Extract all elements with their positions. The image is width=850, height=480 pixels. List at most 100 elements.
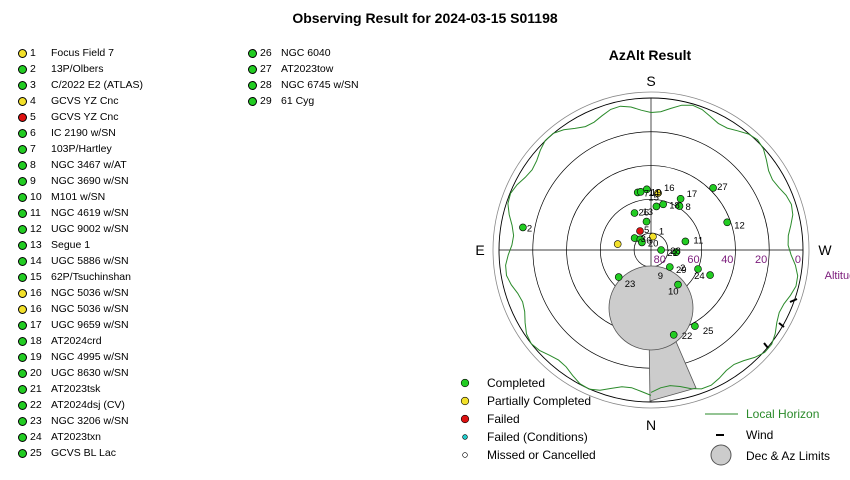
target-point-8 bbox=[675, 202, 684, 210]
status-dot-icon bbox=[248, 97, 257, 106]
altitude-tick-label: 0 bbox=[795, 254, 801, 266]
target-point-10 bbox=[674, 280, 682, 289]
point-label: 9 bbox=[658, 271, 663, 282]
target-number: 11 bbox=[30, 207, 41, 219]
target-name: UGC 9002 w/SN bbox=[51, 223, 129, 235]
target-number: 3 bbox=[30, 79, 36, 91]
target-name: NGC 4995 w/SN bbox=[51, 351, 129, 363]
point-label: 10 bbox=[668, 287, 679, 298]
status-dot-icon bbox=[18, 65, 27, 74]
local-horizon-line bbox=[505, 104, 799, 396]
target-name: NGC 3206 w/SN bbox=[51, 415, 129, 427]
target-number: 22 bbox=[30, 399, 42, 411]
target-point-9 bbox=[665, 263, 674, 271]
target-name: C/2022 E2 (ATLAS) bbox=[51, 79, 144, 91]
point-label: 2 bbox=[527, 223, 532, 234]
status-dot-icon bbox=[18, 321, 27, 330]
altitude-axis-label: Altitude bbox=[825, 270, 850, 282]
chart-title: Observing Result for 2024-03-15 S01198 bbox=[292, 10, 558, 26]
status-dot-icon bbox=[18, 113, 27, 122]
point-label: 7 bbox=[644, 188, 649, 199]
target-name: NGC 6040 bbox=[281, 47, 331, 59]
status-dot-icon bbox=[248, 81, 257, 90]
target-name: AT2023tow bbox=[281, 63, 334, 75]
point-label: 14 bbox=[649, 188, 660, 199]
status-dot-icon bbox=[18, 241, 27, 250]
legend-failed-icon bbox=[460, 414, 470, 424]
target-name: NGC 3690 w/SN bbox=[51, 175, 129, 187]
target-name: GCVS BL Lac bbox=[51, 447, 116, 459]
target-name: AT2024crd bbox=[51, 335, 102, 347]
target-point-29 bbox=[694, 265, 702, 273]
target-number: 29 bbox=[260, 95, 272, 107]
status-dot-icon bbox=[18, 225, 27, 234]
target-name: GCVS YZ Cnc bbox=[51, 95, 119, 107]
target-point-23 bbox=[614, 273, 623, 281]
direction-east: E bbox=[475, 242, 484, 258]
legend-partial-icon bbox=[460, 396, 470, 406]
status-dot-icon bbox=[18, 433, 27, 442]
target-name: NGC 3467 w/AT bbox=[51, 159, 127, 171]
target-name: Segue 1 bbox=[51, 239, 91, 251]
status-dot-icon bbox=[18, 49, 27, 58]
azalt-title: AzAlt Result bbox=[609, 47, 692, 63]
status-dot-icon bbox=[18, 97, 27, 106]
status-dot-icon bbox=[18, 449, 27, 458]
direction-west: W bbox=[818, 242, 832, 258]
target-name: 61 Cyg bbox=[281, 95, 315, 107]
target-number: 4 bbox=[30, 95, 36, 107]
wind-tick bbox=[778, 322, 785, 328]
target-point-17 bbox=[676, 195, 685, 203]
target-name: AT2024dsj (CV) bbox=[51, 399, 125, 411]
point-label: 6 bbox=[646, 235, 651, 246]
legend-missed-icon bbox=[462, 452, 468, 458]
point-label: 25 bbox=[703, 326, 714, 337]
legend-horizon-label: Local Horizon bbox=[746, 407, 819, 421]
target-point-20 bbox=[638, 238, 646, 247]
target-point-18 bbox=[659, 200, 668, 209]
legend-missed-label: Missed or Cancelled bbox=[487, 448, 596, 462]
status-dot-icon bbox=[18, 369, 27, 378]
point-label: 21 bbox=[667, 248, 678, 259]
target-point-5 bbox=[636, 227, 644, 235]
point-label: 8 bbox=[686, 202, 691, 213]
status-dot-icon bbox=[248, 49, 257, 58]
point-label: 12 bbox=[734, 220, 745, 231]
target-point-16b bbox=[654, 189, 662, 197]
point-label: 29 bbox=[676, 265, 687, 276]
target-number: 7 bbox=[30, 143, 36, 155]
direction-south: S bbox=[646, 73, 655, 89]
point-label: 18 bbox=[669, 200, 680, 211]
target-number: 26 bbox=[260, 47, 272, 59]
point-label: 3 bbox=[641, 234, 646, 245]
target-name: NGC 6745 w/SN bbox=[281, 79, 359, 91]
target-number: 24 bbox=[30, 431, 42, 443]
legend-failed-label: Failed bbox=[487, 412, 520, 426]
target-number: 19 bbox=[30, 351, 42, 363]
point-label: 27 bbox=[717, 182, 728, 193]
legend-failed_conditions-icon bbox=[462, 434, 468, 440]
target-point-13 bbox=[630, 209, 639, 217]
target-number: 21 bbox=[30, 383, 42, 395]
legend-limits-icon bbox=[710, 444, 732, 466]
point-label: 5 bbox=[644, 225, 649, 236]
target-point-27 bbox=[709, 184, 717, 192]
target-point-21 bbox=[657, 246, 665, 254]
target-name: 62P/Tsuchinshan bbox=[51, 271, 131, 283]
target-name: Focus Field 7 bbox=[51, 47, 115, 59]
target-number: 1 bbox=[30, 47, 36, 59]
target-name: NGC 5036 w/SN bbox=[51, 303, 129, 315]
target-point-22 bbox=[669, 330, 678, 339]
target-number: 5 bbox=[30, 111, 36, 123]
status-dot-icon bbox=[18, 417, 27, 426]
target-name: NGC 5036 w/SN bbox=[51, 287, 129, 299]
altitude-tick-label: 60 bbox=[687, 254, 699, 266]
target-number: 27 bbox=[260, 63, 272, 75]
legend-limits-label: Dec & Az Limits bbox=[746, 449, 830, 463]
status-dot-icon bbox=[18, 305, 27, 314]
point-label: 17 bbox=[687, 189, 698, 200]
target-point-26 bbox=[642, 217, 651, 226]
status-dot-icon bbox=[248, 65, 257, 74]
legend-partial-label: Partially Completed bbox=[487, 394, 591, 408]
direction-north: N bbox=[646, 417, 656, 433]
